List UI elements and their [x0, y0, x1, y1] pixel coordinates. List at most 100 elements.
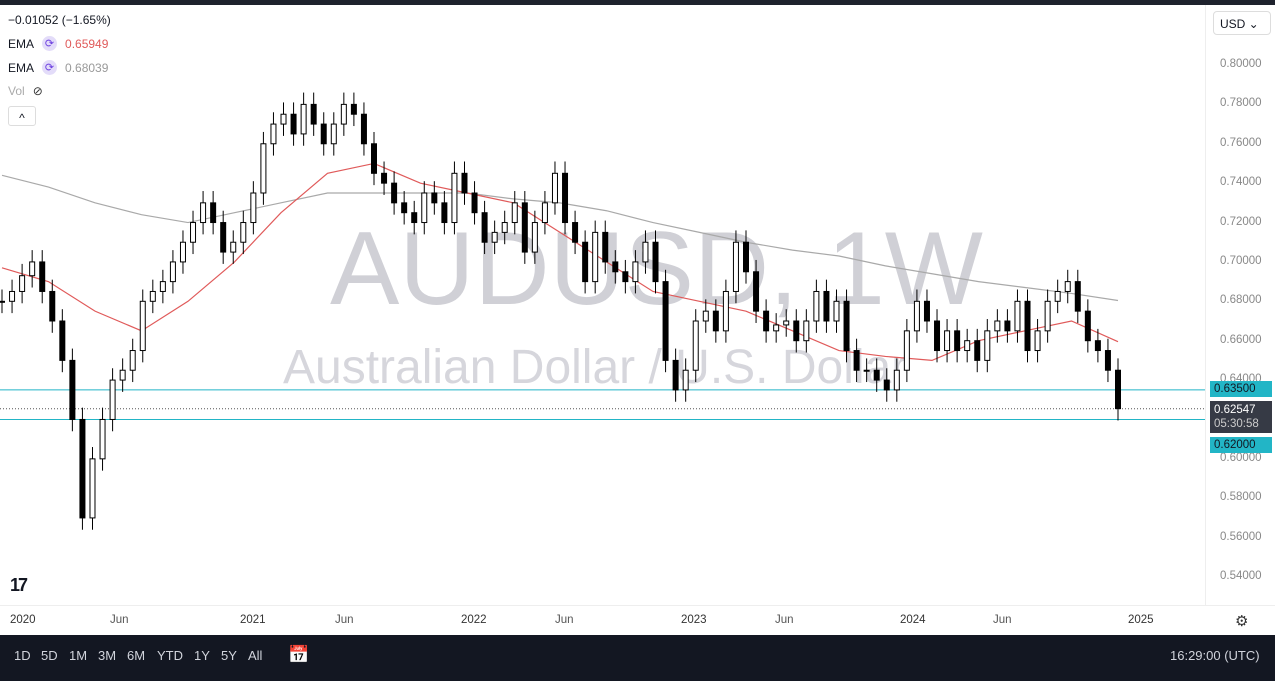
range-button-5d[interactable]: 5D — [41, 648, 58, 663]
candle-body — [732, 241, 739, 292]
candle-body — [200, 202, 207, 224]
price-label: 0.54000 — [1220, 570, 1262, 582]
candle-body — [1054, 290, 1061, 302]
tradingview-logo[interactable]: 17 — [10, 575, 28, 595]
candle-body — [481, 212, 488, 243]
candle-body — [893, 369, 900, 391]
price-label: 0.80000 — [1220, 58, 1262, 70]
clock[interactable]: 16:29:00 (UTC) — [1170, 648, 1260, 663]
candle-body — [883, 379, 890, 391]
time-label: 2024 — [900, 614, 926, 626]
candle-body — [431, 192, 438, 204]
refresh-icon[interactable]: ⟳ — [42, 36, 58, 51]
candle-body — [159, 281, 166, 292]
candle-body — [823, 290, 830, 322]
range-button-5y[interactable]: 5Y — [221, 648, 237, 663]
candle-body — [381, 172, 388, 184]
price-label: 0.78000 — [1220, 97, 1262, 110]
legend-ema-slow[interactable]: EMA ⟳ 0.68039 — [8, 60, 108, 75]
time-label: 2023 — [681, 614, 707, 626]
candle-body — [612, 261, 619, 273]
refresh-icon[interactable]: ⟳ — [42, 60, 58, 75]
legend-vol[interactable]: Vol ⊘ — [8, 84, 43, 98]
candle-body — [944, 330, 951, 352]
currency-select[interactable]: USD ⌄ — [1213, 11, 1271, 35]
candle-body — [974, 340, 981, 361]
legend-ema-fast[interactable]: EMA ⟳ 0.65949 — [8, 36, 108, 51]
candle-body — [1094, 340, 1101, 352]
candle-body — [471, 192, 478, 214]
compare-dates-icon[interactable]: 📅 — [288, 645, 310, 664]
candle-body — [803, 320, 810, 342]
time-label: Jun — [775, 614, 794, 626]
candle-body — [954, 330, 961, 352]
candle-body — [833, 300, 840, 322]
chart-pane[interactable]: AUDUSD, 1W Australian Dollar / U.S. Doll… — [0, 5, 1205, 605]
eye-off-icon[interactable]: ⊘ — [32, 84, 43, 98]
top-bar — [0, 0, 1275, 5]
price-axis[interactable]: USD ⌄ 0.80000 0.78000 0.76000 0.74000 0.7200… — [1205, 5, 1275, 605]
candle-body — [270, 123, 277, 145]
candle-body — [501, 222, 508, 233]
candle-body — [9, 290, 16, 302]
price-label: 0.72000 — [1220, 215, 1262, 228]
candle-body — [702, 310, 709, 322]
ema-label: EMA — [8, 60, 35, 75]
level-tag-upper: 0.63500 — [1210, 380, 1272, 397]
candle-body — [360, 113, 367, 145]
price-label: 0.60000 — [1220, 451, 1262, 464]
range-button-ytd[interactable]: YTD — [157, 648, 183, 663]
range-button-3m[interactable]: 3M — [98, 648, 117, 663]
range-button-6m[interactable]: 6M — [127, 648, 146, 663]
time-label: 2025 — [1128, 614, 1154, 626]
candle-body — [129, 350, 136, 371]
candle-body — [551, 172, 558, 204]
candle-body — [1074, 281, 1081, 312]
candle-body — [923, 300, 930, 322]
candle-body — [39, 261, 46, 292]
settings-icon[interactable]: ⚙ — [1235, 613, 1249, 630]
candle-body — [280, 113, 287, 125]
range-button-1d[interactable]: 1D — [14, 648, 31, 663]
ema-value: 0.65949 — [65, 36, 109, 51]
candle-body — [220, 222, 227, 253]
candle-body — [320, 123, 327, 145]
candle-body — [753, 271, 760, 312]
price-label: 0.70000 — [1220, 254, 1262, 267]
candle-body — [994, 320, 1001, 332]
candle-body — [1034, 330, 1041, 352]
candle-body — [541, 202, 548, 224]
range-button-1m[interactable]: 1M — [69, 648, 88, 663]
time-label: 2022 — [461, 614, 487, 626]
candle-body — [652, 241, 659, 283]
candle-body — [853, 350, 860, 371]
candle-body — [99, 418, 106, 460]
candle-body — [290, 113, 297, 135]
candle-body — [169, 261, 176, 283]
candle-body — [1104, 350, 1111, 371]
candle-body — [913, 300, 920, 332]
candle-body — [119, 369, 126, 381]
range-button-all[interactable]: All — [248, 648, 263, 663]
candle-body — [69, 359, 76, 420]
bottom-toolbar: 1D 5D 1M 3M 6M YTD 1Y 5Y All 📅 16:29:00 (UTC) — [0, 635, 1275, 681]
candle-body — [1004, 320, 1011, 332]
price-label: 0.58000 — [1220, 491, 1262, 504]
candle-body — [260, 143, 267, 194]
candle-body — [401, 202, 408, 214]
candle-body — [340, 103, 347, 125]
candle-body — [79, 418, 86, 519]
candle-body — [722, 290, 729, 332]
candle-body — [632, 261, 639, 283]
price-label: 0.68000 — [1220, 294, 1262, 307]
range-button-1y[interactable]: 1Y — [194, 648, 210, 663]
candle-body — [863, 369, 870, 372]
ema-fast-line — [1, 162, 1119, 361]
candle-body — [793, 320, 800, 342]
time-label: Jun — [110, 614, 129, 626]
change-value: −0.01052 (−1.65%) — [8, 13, 111, 27]
collapse-legend-button[interactable]: ^ — [8, 106, 36, 126]
time-axis[interactable]: 2020 Jun 2021 Jun 2022 Jun 2023 Jun 2024 Jun 2025 … — [0, 605, 1275, 635]
time-label: 2020 — [10, 614, 36, 626]
candle-body — [49, 290, 56, 322]
